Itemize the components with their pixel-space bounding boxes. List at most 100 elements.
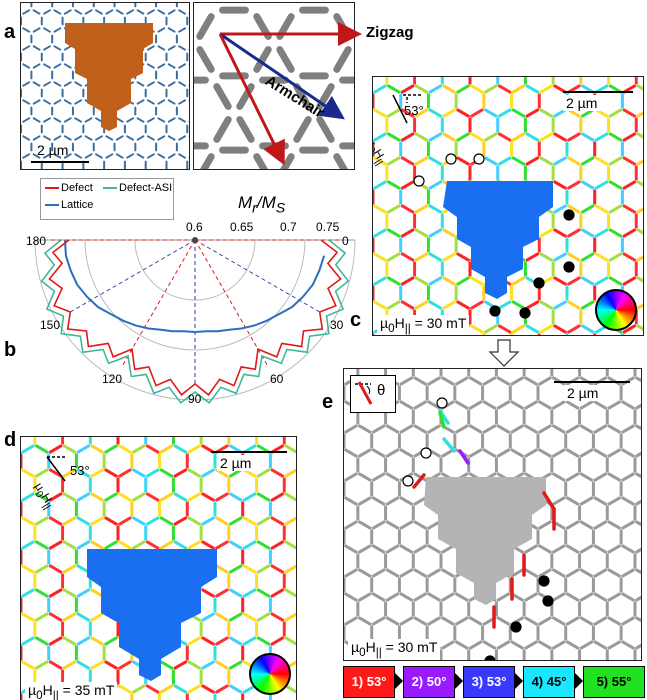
lattice-bar <box>610 278 621 284</box>
lattice-bar <box>609 642 620 648</box>
sequence-arrow <box>515 673 523 689</box>
lattice-bar <box>513 326 524 332</box>
lattice-bar <box>458 110 469 116</box>
lattice-bar <box>50 446 61 452</box>
lattice-bar <box>375 110 386 116</box>
lattice-bar <box>527 86 538 92</box>
lattice-bar <box>581 546 592 552</box>
polar-guide-line <box>195 240 268 366</box>
lattice-bar <box>78 542 89 548</box>
lattice-bar <box>346 618 357 624</box>
lattice-bar <box>610 182 621 188</box>
radial-tick-0-7: 0.7 <box>280 220 297 234</box>
lattice-bar <box>134 542 145 548</box>
lattice-bar <box>175 446 186 452</box>
lattice-bar <box>429 522 440 528</box>
lattice-bar <box>78 614 89 620</box>
lattice-bar <box>387 426 398 432</box>
lattice-bar <box>92 446 103 452</box>
angle-tick-150: 150 <box>40 318 60 332</box>
lattice-bar <box>499 302 510 308</box>
lattice-bar <box>373 522 384 528</box>
lattice-bar <box>415 498 426 504</box>
angle-tick-60: 60 <box>270 372 283 386</box>
pinned-vertex-dot <box>511 622 521 632</box>
lattice-bar <box>389 254 400 260</box>
lattice-bar <box>623 402 634 408</box>
lattice-bar <box>161 518 172 524</box>
lattice-bar <box>258 518 269 524</box>
lattice-bar <box>638 158 644 164</box>
lattice-bar <box>120 470 131 476</box>
lattice-bar <box>346 594 357 600</box>
lattice-bar <box>623 498 634 504</box>
scalebar-e-label: 2 µm <box>564 385 601 401</box>
lattice-bar <box>415 522 426 528</box>
lattice-bar <box>609 402 620 408</box>
lattice-bar <box>50 638 61 644</box>
lattice-bar <box>638 302 644 308</box>
lattice-bar <box>23 518 34 524</box>
field-value-c: µ0H|| = 30 mT <box>377 315 469 336</box>
lattice-bar <box>609 546 620 552</box>
lattice-bar <box>596 254 607 260</box>
lattice-bar <box>64 446 75 452</box>
lattice-bar <box>401 498 412 504</box>
lattice-bar <box>375 278 386 284</box>
lattice-bar <box>541 326 552 332</box>
lattice-bar <box>637 522 642 528</box>
lattice-bar <box>567 546 578 552</box>
lattice-bar <box>527 134 538 140</box>
pinned-vertex-dot <box>564 210 574 220</box>
lattice-bar <box>583 158 594 164</box>
lattice-bar <box>286 614 297 620</box>
lattice-bar <box>64 566 75 572</box>
lattice-bar <box>272 494 283 500</box>
lattice-bar <box>470 618 481 624</box>
lattice-bar <box>106 470 117 476</box>
lattice-bar <box>244 494 255 500</box>
lattice-bar <box>526 570 537 576</box>
lattice-bar <box>609 426 620 432</box>
lattice-bar <box>444 254 455 260</box>
angle-tick-30: 30 <box>330 318 343 332</box>
sequence-step: 3) 53° <box>463 666 515 698</box>
lattice-bar <box>581 642 592 648</box>
lattice-bar <box>217 614 228 620</box>
legend: Defect Defect-ASI Lattice <box>40 178 174 220</box>
polar-title: Mr/MS <box>238 196 285 215</box>
lattice-bar <box>78 518 89 524</box>
lattice-bar <box>470 642 481 648</box>
lattice-bar <box>286 590 297 596</box>
lattice-bar <box>50 614 61 620</box>
lattice-bar <box>415 426 426 432</box>
lattice-bar <box>258 638 269 644</box>
lattice-bar <box>375 230 386 236</box>
lattice-bar <box>555 230 566 236</box>
lattice-bar <box>161 542 172 548</box>
pinned-vertex-dot <box>490 306 500 316</box>
lattice-bar <box>581 618 592 624</box>
lattice-bar <box>161 686 172 692</box>
lattice-bar <box>401 402 412 408</box>
lattice-bar <box>595 522 606 528</box>
lattice-bar <box>540 546 551 552</box>
lattice-bar <box>513 86 524 92</box>
lattice-bar <box>499 110 510 116</box>
lattice-bar <box>610 110 621 116</box>
lattice-bar <box>375 182 386 188</box>
lattice-bar <box>569 134 580 140</box>
lattice-bar <box>470 450 481 456</box>
lattice-bar <box>624 206 635 212</box>
legend-lattice: Lattice <box>61 198 93 212</box>
lattice-bar <box>175 494 186 500</box>
lattice-bar <box>134 470 145 476</box>
lattice-bar <box>231 518 242 524</box>
lattice-bar <box>569 254 580 260</box>
field-value-d: µ0H|| = 35 mT <box>25 682 117 700</box>
lattice-bar <box>513 134 524 140</box>
lattice-bar <box>429 426 440 432</box>
lattice-bar <box>203 470 214 476</box>
lattice-bar <box>624 134 635 140</box>
lattice-bar <box>203 518 214 524</box>
